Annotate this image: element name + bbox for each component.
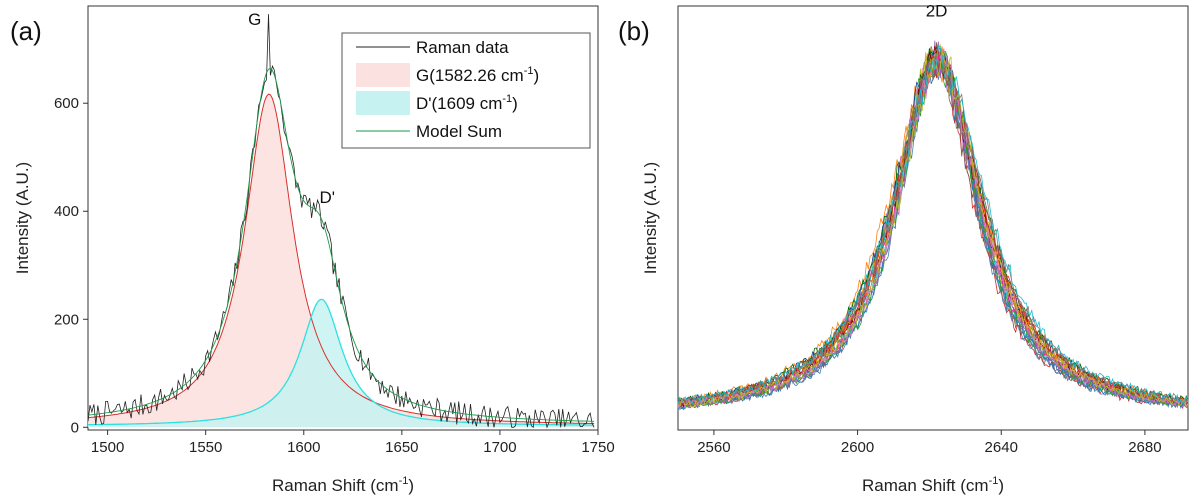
x-tick-label: 1750: [581, 439, 614, 456]
spectrum-line-20: [677, 52, 1189, 408]
spectrum-line-17: [677, 60, 1189, 410]
spectrum-line-23: [677, 45, 1189, 409]
y-tick-label: 200: [54, 311, 79, 328]
spectrum-line-25: [677, 51, 1189, 408]
spectrum-line-22: [677, 54, 1189, 406]
spectrum-line-2: [677, 48, 1189, 405]
spectrum-line-4: [677, 52, 1189, 409]
x-tick-label: 2560: [697, 439, 730, 456]
spectrum-line-16: [677, 46, 1189, 408]
panel-a-label: (a): [10, 16, 42, 46]
legend-item-label: D'(1609 cm-1): [416, 93, 518, 113]
spectrum-line-26: [677, 44, 1189, 404]
spectrum-line-19: [677, 47, 1189, 408]
d-prime-peak-line: [88, 298, 595, 426]
panel-b-xlabel: Raman Shift (cm-1): [862, 475, 1004, 495]
panel-b: (b) 2D 2560 2600 2640 2680 Intensity (A.U.)…: [618, 1, 1189, 495]
spectrum-line-18: [677, 46, 1189, 407]
peak-annotation-1: D': [320, 188, 336, 207]
panel-a-xlabel: Raman Shift (cm-1): [272, 475, 414, 495]
spectrum-line-11: [677, 47, 1189, 405]
panel-b-label: (b): [618, 16, 650, 46]
x-tick-label: 1650: [385, 439, 418, 456]
legend-box: [341, 32, 591, 149]
spectrum-line-12: [677, 54, 1189, 409]
spectrum-line-15: [677, 51, 1189, 410]
panel-b-plot-frame: [677, 5, 1189, 431]
x-tick-label: 2680: [1128, 439, 1161, 456]
spectrum-line-1: [677, 51, 1189, 409]
spectrum-line-6: [677, 42, 1189, 410]
model-sum-line: [87, 67, 595, 422]
spectrum-line-3: [677, 50, 1189, 407]
legend-item-label: Raman data: [416, 38, 509, 57]
legend-swatch-g: [356, 63, 410, 87]
g-peak-line: [87, 93, 595, 424]
spectrum-line-10: [677, 51, 1189, 408]
spectrum-line-9: [677, 44, 1189, 406]
peak-annotation-2d: 2D: [926, 1, 948, 20]
peak-annotation-0: G: [248, 10, 261, 29]
legend-swatch-d: [356, 91, 410, 115]
panel-a-marks: G D': [87, 10, 595, 429]
spectrum-line-7: [677, 50, 1189, 405]
raman-data-line: [87, 14, 595, 429]
panel-b-ticks: 2560 2600 2640 2680: [697, 430, 1162, 456]
panel-b-ylabel: Intensity (A.U.): [641, 162, 660, 274]
spectrum-line-14: [677, 48, 1189, 408]
spectrum-line-24: [677, 59, 1189, 405]
spectrum-line-5: [677, 40, 1189, 406]
legend-item-label: Model Sum: [416, 122, 502, 141]
y-tick-label: 0: [71, 419, 79, 436]
spectrum-line-21: [677, 50, 1189, 409]
x-tick-label: 1550: [189, 439, 222, 456]
panel-a-ticks: 1500 1550 1600 1650 1700 1750 0 200 400 600: [54, 95, 615, 456]
panel-a-ylabel: Intensity (A.U.): [13, 162, 32, 274]
x-tick-label: 1700: [483, 439, 516, 456]
x-tick-label: 2640: [985, 439, 1018, 456]
panel-a: (a) G D' 1500 1550 1600 1650 1700 1750 0 200 400 6…: [10, 5, 615, 495]
d-prime-peak-area: [88, 299, 595, 428]
spectrum-line-8: [677, 52, 1189, 409]
x-tick-label: 1600: [287, 439, 320, 456]
panel-a-legend: Raman data G(1582.26 cm-1) D'(1609 cm-1) Mo…: [341, 32, 591, 149]
y-tick-label: 400: [54, 203, 79, 220]
x-tick-label: 2600: [841, 439, 874, 456]
legend-item-label: G(1582.26 cm-1): [416, 65, 539, 85]
panel-b-marks: 2D: [677, 1, 1189, 410]
y-tick-label: 600: [54, 95, 79, 112]
panel-a-plot-frame: [87, 5, 599, 431]
spectrum-line-13: [677, 48, 1189, 406]
x-tick-label: 1500: [91, 439, 124, 456]
